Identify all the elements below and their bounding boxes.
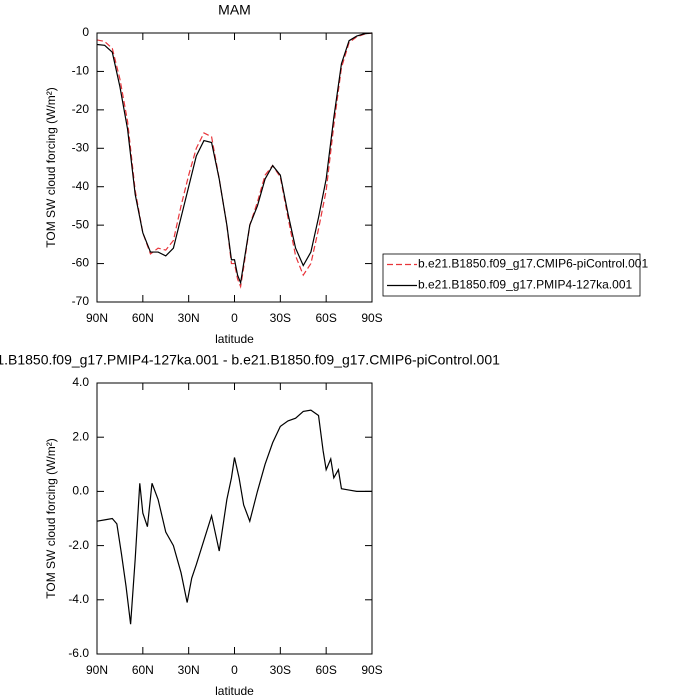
plot-frame: [96, 382, 373, 655]
x-tick-label: 60S: [315, 663, 336, 677]
y-tick-label: -6.0: [68, 646, 89, 660]
y-tick-label: -70: [72, 294, 90, 308]
y-tick-label: 2.0: [72, 429, 89, 443]
x-tick-label: 90N: [86, 311, 108, 325]
chart-title: b.e21.B1850.f09_g17.PMIP4-127ka.001 - b.…: [0, 352, 500, 368]
legend-label: b.e21.B1850.f09_g17.CMIP6-piControl.001: [418, 257, 648, 271]
y-tick-label: 0.0: [72, 484, 89, 498]
y-tick-label: -60: [72, 256, 90, 270]
y-tick-label: -4.0: [68, 592, 89, 606]
x-tick-label: 90S: [361, 663, 382, 677]
x-tick-label: 60N: [132, 663, 154, 677]
y-tick-label: 0: [82, 25, 89, 39]
y-axis-label: TOM SW cloud forcing (W/m²): [44, 87, 58, 247]
x-axis-label: latitude: [215, 332, 254, 346]
data-line: [96, 32, 373, 286]
x-tick-label: 90S: [361, 311, 382, 325]
x-tick-label: 90N: [86, 663, 108, 677]
y-tick-label: -30: [72, 140, 90, 154]
x-tick-label: 0: [231, 663, 238, 677]
x-tick-label: 30S: [270, 311, 291, 325]
legend-box: [382, 253, 641, 297]
legend-label: b.e21.B1850.f09_g17.PMIP4-127ka.001: [418, 278, 632, 292]
data-line: [96, 409, 372, 625]
y-tick-label: -40: [72, 179, 90, 193]
x-tick-label: 60S: [315, 311, 336, 325]
y-tick-label: -10: [72, 64, 90, 78]
y-tick-label: -50: [72, 217, 90, 231]
data-line: [96, 32, 373, 289]
y-tick-label: 4.0: [72, 375, 89, 389]
y-tick-label: -20: [72, 102, 90, 116]
chart-title: MAM: [218, 2, 251, 18]
x-tick-label: 30S: [270, 663, 291, 677]
y-axis-label: TOM SW cloud forcing (W/m²): [44, 438, 58, 598]
y-tick-label: -2.0: [68, 538, 89, 552]
x-tick-label: 0: [231, 311, 238, 325]
x-tick-label: 60N: [132, 311, 154, 325]
x-axis-label: latitude: [215, 684, 254, 698]
plot-frame: [96, 32, 373, 303]
x-tick-label: 30N: [178, 311, 200, 325]
x-tick-label: 30N: [178, 663, 200, 677]
